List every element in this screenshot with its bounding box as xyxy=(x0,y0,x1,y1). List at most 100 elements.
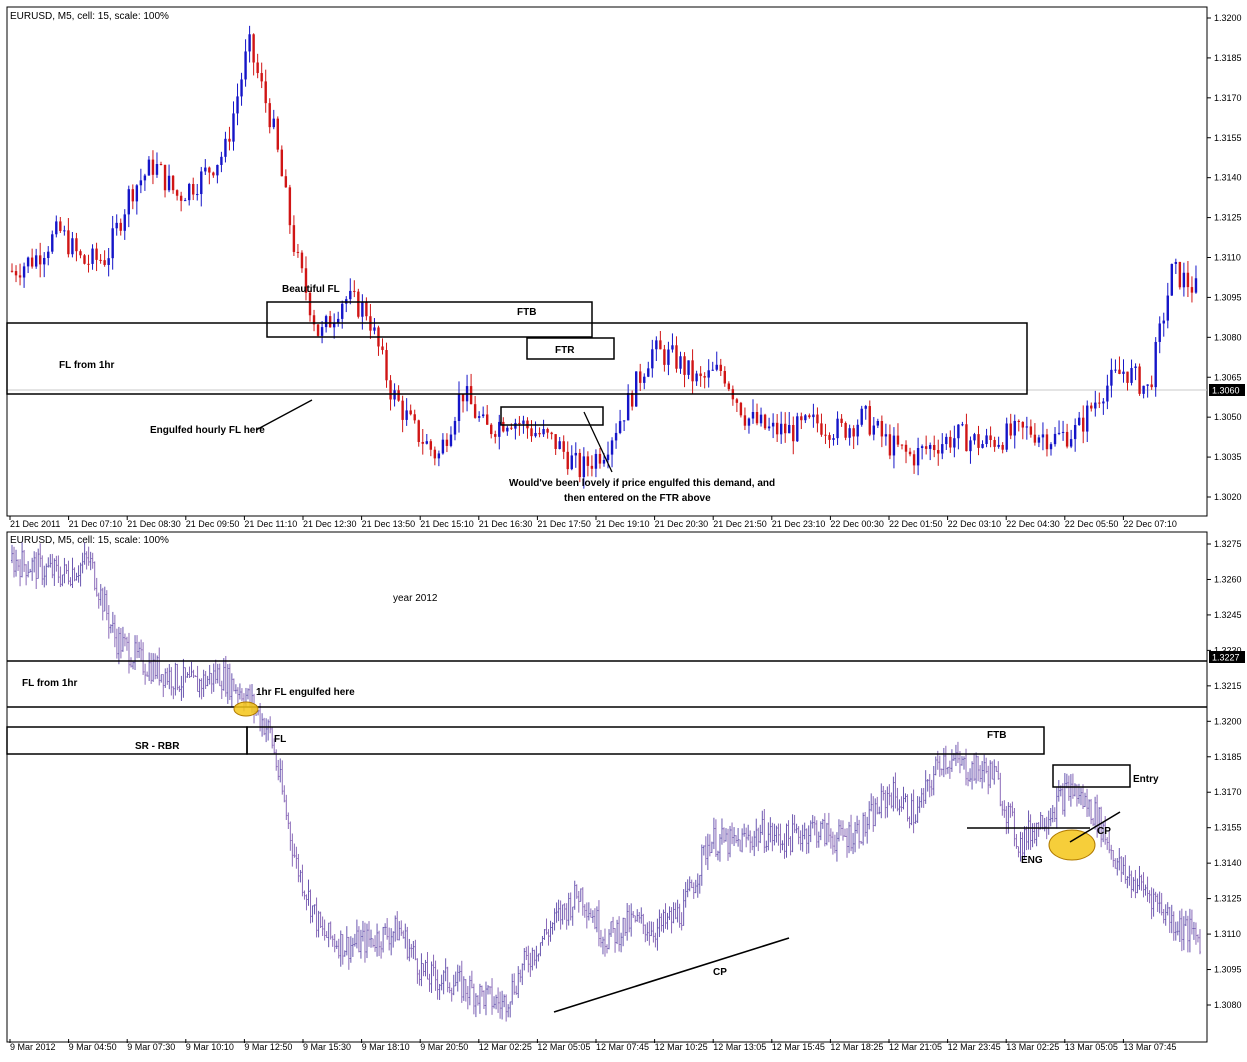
top-note-line2: then entered on the FTR above xyxy=(564,493,711,504)
candle-body xyxy=(55,221,58,235)
candle-body xyxy=(477,416,481,418)
bottom-fl-zone xyxy=(246,726,1045,755)
candle-body xyxy=(107,258,110,265)
candle-body xyxy=(928,444,932,449)
candle-body xyxy=(183,200,187,202)
bottom-ftb-label: FTB xyxy=(987,730,1006,741)
bottom-eng-marker xyxy=(1048,829,1096,861)
candle-body xyxy=(626,392,630,421)
top-ftb-label: FTB xyxy=(517,307,536,318)
bottom-time-label: 12 Mar 10:25 xyxy=(655,1042,708,1052)
top-price-label: 1.3125 xyxy=(1214,213,1242,223)
candle-body xyxy=(916,448,920,466)
candle-body xyxy=(353,290,356,292)
candle-body xyxy=(872,425,876,435)
candle-body xyxy=(743,415,747,426)
candle-body xyxy=(723,370,726,384)
bottom-time-label: 13 Mar 02:25 xyxy=(1006,1042,1059,1052)
candle-body xyxy=(75,238,78,252)
candle-body xyxy=(441,439,445,454)
top-price-label: 1.3140 xyxy=(1214,173,1242,183)
candle-body xyxy=(993,440,996,447)
top-time-label: 21 Dec 19:10 xyxy=(596,519,650,529)
candle-body xyxy=(973,434,976,441)
candle-body xyxy=(284,176,288,188)
bottom-time-label: 9 Mar 20:50 xyxy=(420,1042,468,1052)
bottom-price-label: 1.3095 xyxy=(1214,965,1242,975)
candle-body xyxy=(312,315,316,325)
candle-body xyxy=(800,416,803,421)
candle-body xyxy=(860,408,863,425)
bottom-fl-engulfed-label: 1hr FL engulfed here xyxy=(256,687,355,698)
candle-body xyxy=(836,418,839,439)
candle-body xyxy=(703,376,706,378)
bottom-entry-zone xyxy=(1052,764,1131,788)
candle-body xyxy=(824,434,827,436)
candle-body xyxy=(63,230,66,232)
candle-body xyxy=(393,390,396,400)
candle-body xyxy=(1174,261,1178,264)
bottom-bars xyxy=(11,542,1201,1022)
candle-body xyxy=(622,420,626,422)
candle-body xyxy=(43,257,46,265)
candle-body xyxy=(610,440,614,455)
candle-body xyxy=(1045,434,1049,450)
candle-body xyxy=(784,423,787,434)
bottom-price-label: 1.3185 xyxy=(1214,752,1242,762)
top-current-price-badge xyxy=(1209,384,1245,396)
candle-body xyxy=(47,251,50,258)
candle-body xyxy=(1061,431,1065,433)
candle-body xyxy=(594,453,598,469)
candle-body xyxy=(494,434,497,437)
candle-body xyxy=(880,420,884,437)
candle-body xyxy=(401,400,404,420)
candle-body xyxy=(131,189,135,202)
candle-body xyxy=(1086,405,1089,432)
candle-body xyxy=(598,453,602,464)
candle-body xyxy=(167,175,171,191)
candle-body xyxy=(79,251,82,256)
top-price-label: 1.3110 xyxy=(1214,253,1241,263)
top-time-label: 22 Dec 07:10 xyxy=(1123,519,1177,529)
candle-body xyxy=(123,214,126,231)
candle-body xyxy=(433,449,437,459)
candle-body xyxy=(804,415,807,421)
candle-body xyxy=(1033,434,1037,443)
candle-body xyxy=(1194,278,1198,293)
candle-body xyxy=(602,459,606,464)
candle-body xyxy=(683,356,686,375)
candle-body xyxy=(204,167,207,172)
candle-body xyxy=(848,428,851,438)
candle-body xyxy=(256,62,259,74)
candle-body xyxy=(1186,272,1190,288)
candle-body xyxy=(510,427,513,429)
candle-body xyxy=(1049,444,1053,450)
candle-body xyxy=(461,394,465,402)
bottom-price-label: 1.3155 xyxy=(1214,823,1242,833)
candle-body xyxy=(574,452,577,456)
top-time-label: 22 Dec 03:10 xyxy=(948,519,1002,529)
candle-body xyxy=(788,424,791,434)
candle-body xyxy=(514,422,517,429)
candle-body xyxy=(618,421,622,433)
candle-body xyxy=(304,268,308,293)
bottom-current-price: 1.3227 xyxy=(1212,653,1240,663)
candle-body xyxy=(522,420,525,424)
top-ftr-zone xyxy=(526,337,615,360)
candle-body xyxy=(969,440,972,452)
candle-body xyxy=(103,260,106,265)
top-price-label: 1.3020 xyxy=(1214,492,1242,502)
candle-body xyxy=(582,456,586,478)
candle-body xyxy=(864,406,867,409)
bottom-price-label: 1.3170 xyxy=(1214,787,1242,797)
candle-body xyxy=(59,221,62,231)
bottom-fl-zone-label: FL xyxy=(274,734,286,745)
candle-body xyxy=(614,432,618,441)
candle-body xyxy=(324,316,328,328)
bottom-time-label: 12 Mar 05:05 xyxy=(537,1042,590,1052)
candle-body xyxy=(667,349,670,365)
candle-body xyxy=(208,167,211,173)
candle-body xyxy=(546,428,549,433)
candle-body xyxy=(361,302,364,317)
bottom-cp-trendline xyxy=(553,937,790,1013)
